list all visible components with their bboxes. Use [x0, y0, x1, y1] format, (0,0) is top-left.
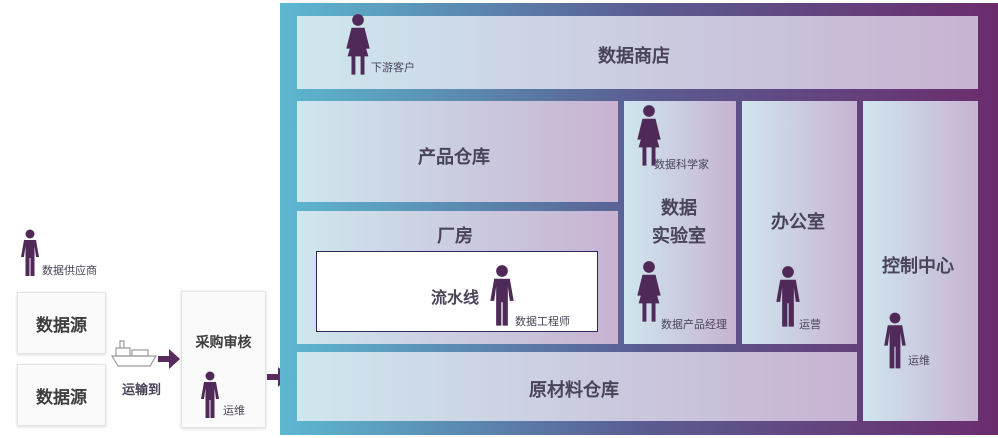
- data-product-manager-figure: [636, 260, 662, 326]
- control-role-label: 运维: [908, 354, 930, 367]
- product-warehouse-title: 产品仓库: [418, 147, 490, 168]
- store-title: 数据商店: [598, 46, 670, 67]
- data-supplier-label: 数据供应商: [42, 264, 97, 277]
- lab-role-bottom-label: 数据产品经理: [661, 318, 727, 331]
- downstream-customer-figure: [345, 13, 371, 79]
- operations-figure: [775, 265, 801, 331]
- raw-material-warehouse-title: 原材料仓库: [529, 380, 619, 401]
- store-role-label: 下游客户: [371, 61, 415, 74]
- factory-title: 厂房: [437, 226, 473, 247]
- control-center-title: 控制中心: [882, 256, 954, 277]
- procurement-panel: 采购审核 运维: [181, 291, 266, 428]
- data-engineer-figure: [489, 264, 515, 330]
- data-source-label: 数据源: [36, 387, 87, 408]
- data-source-box-2: 数据源: [17, 364, 106, 426]
- data-source-label: 数据源: [36, 315, 87, 336]
- office-role-label: 运营: [799, 318, 821, 331]
- ship-icon: [110, 338, 158, 372]
- data-source-box-1: 数据源: [17, 292, 106, 354]
- procurement-title: 采购审核: [195, 335, 252, 351]
- lab-title-line2: 实验室: [652, 226, 706, 247]
- ops-figure: [200, 368, 220, 424]
- data-supplier-figure: [20, 226, 40, 282]
- control-ops-figure: [883, 312, 907, 372]
- pipeline-box: 流水线 数据工程师: [316, 251, 598, 332]
- office-title: 办公室: [771, 212, 825, 233]
- pipeline-role-label: 数据工程师: [515, 315, 570, 328]
- arrow-right-icon: [158, 349, 180, 373]
- lab-role-top-label: 数据科学家: [654, 158, 709, 171]
- lab-title-line1: 数据: [661, 198, 697, 219]
- procurement-role-label: 运维: [223, 404, 245, 417]
- pipeline-title: 流水线: [431, 288, 480, 307]
- transport-label: 运输到: [122, 383, 162, 398]
